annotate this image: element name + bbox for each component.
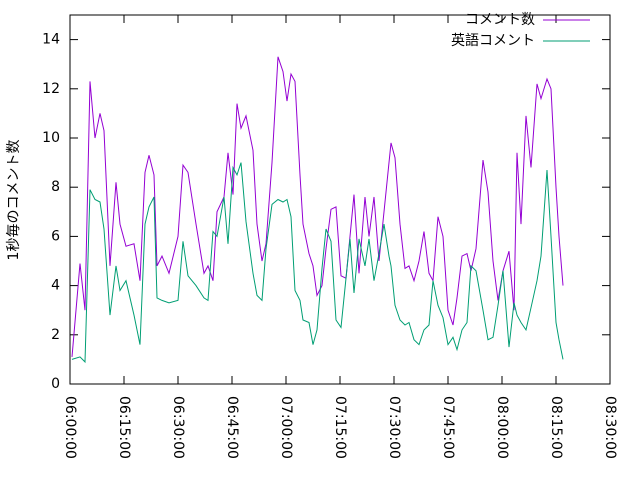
x-tick-label: 07:15:00 [332,396,348,459]
series-line [71,56,564,357]
y-tick-label: 6 [51,228,60,244]
y-tick-label: 12 [42,81,60,97]
legend-label: コメント数 [465,12,535,28]
y-tick-label: 0 [51,376,60,392]
y-tick-label: 4 [51,278,60,294]
x-tick-label: 06:45:00 [224,396,240,459]
x-tick-label: 07:30:00 [386,396,402,459]
x-tick-label: 06:00:00 [62,396,78,459]
y-tick-label: 8 [51,179,60,195]
x-tick-label: 07:00:00 [278,396,294,459]
y-axis-label: 1秒毎のコメント数 [6,140,22,261]
plot-frame [69,14,611,385]
x-tick-label: 07:45:00 [440,396,456,459]
x-tick-label: 06:30:00 [170,396,186,459]
x-tick-label: 08:00:00 [494,396,510,459]
series-line [71,162,564,364]
legend-label: 英語コメント [451,32,535,49]
y-tick-label: 10 [42,130,60,146]
y-tick-label: 2 [51,327,60,343]
x-tick-label: 08:30:00 [602,396,618,459]
x-tick-label: 06:15:00 [116,396,132,459]
y-tick-label: 14 [42,32,60,48]
x-tick-label: 08:15:00 [548,396,564,459]
